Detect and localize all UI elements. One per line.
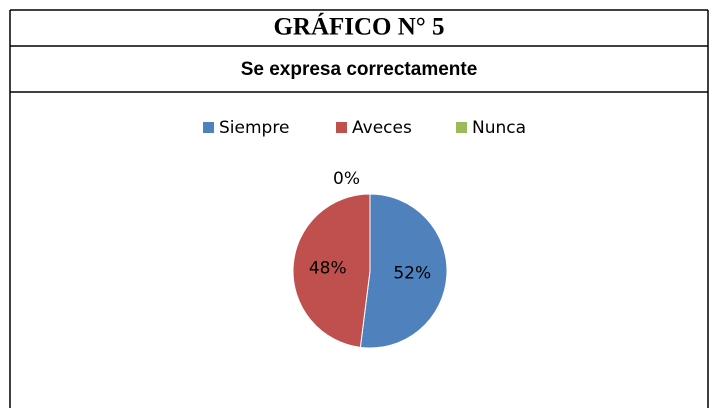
legend-swatch	[336, 122, 347, 133]
value-label: 48%	[309, 258, 347, 278]
value-label: 52%	[393, 264, 431, 284]
frame	[9, 9, 709, 408]
legend-swatch	[456, 122, 467, 133]
legend-swatch	[203, 122, 214, 133]
chart-title: GRÁFICO N° 5	[273, 13, 444, 41]
legend-label: Nunca	[472, 118, 526, 138]
pie-slice	[292, 193, 371, 348]
legend-label: Siempre	[219, 118, 289, 138]
pie-slice	[359, 193, 448, 349]
chart-subtitle: Se expresa correctamente	[241, 59, 478, 80]
legend-label: Aveces	[352, 118, 412, 138]
value-label: 0%	[333, 169, 360, 189]
